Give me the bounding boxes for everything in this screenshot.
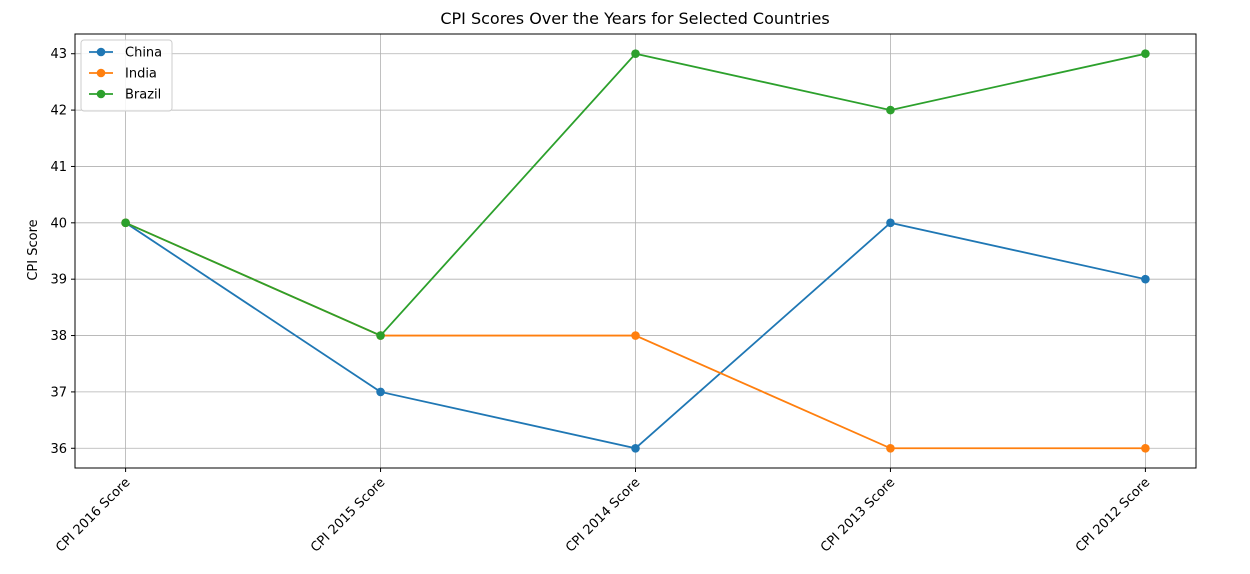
legend-marker [96, 89, 106, 99]
y-tick-label: 36 [50, 442, 67, 457]
series-layer [121, 49, 1150, 453]
data-point [1141, 274, 1150, 284]
legend-label: Brazil [125, 88, 161, 103]
legend-item-china: China [89, 46, 162, 61]
y-tick-label: 37 [50, 385, 67, 400]
y-tick-label: 39 [50, 273, 67, 288]
series-brazil [121, 49, 1150, 340]
y-tick-label: 42 [50, 104, 67, 119]
x-tick-label: CPI 2015 Score [308, 475, 388, 555]
y-tick-label: 38 [50, 329, 67, 344]
legend-marker [96, 47, 106, 57]
data-point [1141, 49, 1150, 59]
data-point [631, 443, 640, 453]
data-point [1141, 443, 1150, 453]
data-point [121, 218, 130, 228]
y-tick-label: 43 [50, 47, 67, 62]
legend-label: China [125, 46, 162, 61]
data-point [886, 218, 895, 228]
legend-marker [96, 68, 106, 78]
data-point [886, 105, 895, 115]
x-tick-label: CPI 2016 Score [53, 475, 133, 555]
data-point [631, 331, 640, 340]
legend-item-brazil: Brazil [89, 88, 161, 103]
legend: China India Brazil [80, 39, 173, 112]
y-axis-label: CPI Score [26, 219, 41, 280]
y-tick-label: 41 [50, 160, 67, 175]
y-tick-label: 40 [50, 216, 67, 231]
x-tick-label: CPI 2012 Score [1073, 475, 1153, 555]
data-point [886, 443, 895, 453]
data-point [631, 49, 640, 59]
data-point [376, 331, 385, 340]
x-tick-label: CPI 2013 Score [818, 475, 898, 555]
grid-lines [75, 34, 1196, 468]
data-point [376, 387, 385, 397]
chart-title: CPI Scores Over the Years for Selected C… [440, 9, 829, 28]
legend-label: India [125, 67, 157, 82]
legend-item-india: India [89, 67, 157, 82]
axes: 36 37 38 39 40 41 42 43 CPI 2016 Score CPI 2015 S… [50, 33, 1197, 555]
x-tick-label: CPI 2014 Score [563, 475, 643, 555]
